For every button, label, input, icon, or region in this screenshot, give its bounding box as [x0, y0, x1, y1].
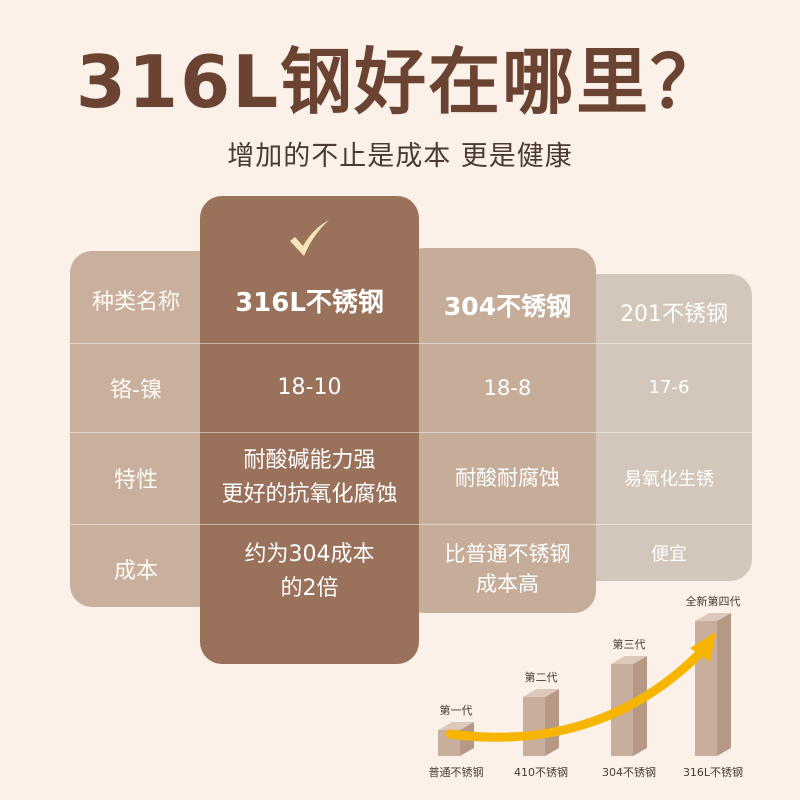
bar-top	[695, 613, 731, 621]
bar-category-label: 304不锈钢	[602, 766, 656, 779]
row-label-name: 种类名称	[91, 289, 180, 315]
column-201-ratio: 17-6	[648, 377, 690, 398]
row-label-ratio: 铬-镍	[110, 377, 162, 403]
bar-top	[611, 656, 647, 664]
column-304-ratio: 18-8	[483, 375, 532, 400]
cost-line: 比普通不锈钢	[444, 542, 571, 566]
column-201-feature: 易氧化生锈	[624, 469, 714, 490]
check-icon	[290, 220, 329, 256]
column-316l-header: 316L不锈钢	[235, 287, 384, 318]
column-316l-panel	[200, 196, 419, 664]
column-316l-ratio: 18-10	[277, 374, 342, 400]
cost-line: 约为304成本	[244, 542, 375, 567]
row-divider	[70, 432, 752, 433]
page-subtitle: 增加的不止是成本 更是健康	[227, 141, 573, 172]
feature-line: 更好的抗氧化腐蚀	[221, 482, 398, 507]
row-label-cost: 成本	[113, 559, 158, 584]
column-201-header: 201不锈钢	[620, 301, 728, 327]
column-304-header: 304不锈钢	[443, 292, 572, 321]
feature-line: 耐酸碱能力强	[243, 448, 376, 473]
cost-line: 成本高	[476, 572, 539, 596]
column-316l-cost: 约为304成本 的2倍	[200, 524, 419, 620]
column-304-cost: 比普通不锈钢 成本高	[419, 524, 596, 614]
bar-category-label: 410不锈钢	[514, 766, 568, 779]
trend-arrow-head	[690, 632, 716, 662]
column-304-panel	[402, 248, 596, 613]
bar-category-label: 316L不锈钢	[683, 766, 743, 779]
column-316l-feature: 耐酸碱能力强 更好的抗氧化腐蚀	[200, 432, 419, 524]
bar-side	[545, 689, 559, 756]
page-title: 316L钢好在哪里？	[75, 40, 725, 124]
column-201-cost: 便宜	[651, 543, 687, 565]
bar-top	[523, 689, 559, 697]
bar-category-label: 普通不锈钢	[429, 765, 484, 779]
bar-top	[438, 722, 474, 730]
bar-side	[717, 613, 731, 756]
bar-front	[523, 697, 545, 756]
bar-generation-label: 第二代	[525, 670, 558, 684]
column-201-panel	[575, 274, 752, 581]
trend-arrow-line	[445, 643, 710, 742]
bar-generation-label: 第三代	[613, 637, 646, 651]
row-divider	[70, 343, 752, 344]
column-304-feature: 耐酸耐腐蚀	[455, 466, 560, 490]
cost-line: 的2倍	[280, 576, 339, 601]
row-label-panel	[70, 251, 220, 607]
row-divider	[70, 524, 752, 525]
bar-generation-label: 全新第四代	[686, 594, 741, 608]
bar-generation-label: 第一代	[440, 703, 473, 717]
bar-side	[633, 656, 647, 756]
row-label-feature: 特性	[113, 468, 158, 493]
